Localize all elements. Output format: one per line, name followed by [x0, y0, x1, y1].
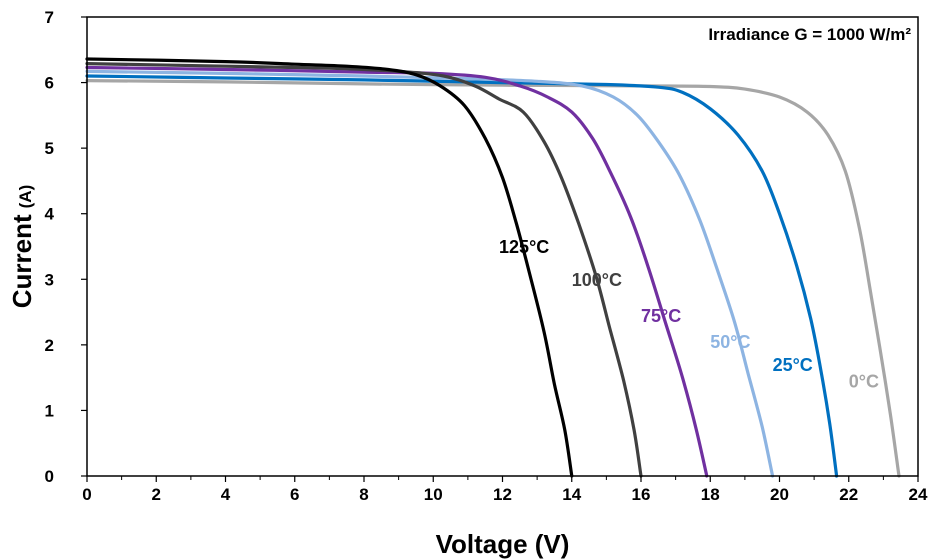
x-tick-label: 14 — [562, 485, 581, 504]
series-line-25c — [85, 74, 839, 478]
series-line-100c — [85, 62, 643, 478]
series-label-100c: 100°C — [572, 270, 622, 290]
series-lines — [85, 57, 901, 478]
x-tick-label: 20 — [770, 485, 789, 504]
x-tick-label: 10 — [424, 485, 443, 504]
y-axis-title: Current (A) — [7, 185, 37, 309]
series-label-25c: 25°C — [773, 355, 813, 375]
series-line-0c — [85, 79, 901, 478]
irradiance-annotation: Irradiance G = 1000 W/m² — [708, 25, 911, 44]
series-label-0c: 0°C — [849, 371, 879, 391]
series-line-125c — [85, 57, 574, 478]
y-axis-title-main: Current — [7, 214, 37, 308]
y-tick-label: 6 — [45, 74, 54, 93]
y-tick-label: 1 — [45, 401, 54, 420]
y-tick-label: 2 — [45, 336, 54, 355]
x-tick-label: 16 — [632, 485, 651, 504]
tick-marks — [81, 16, 919, 482]
x-tick-label: 0 — [82, 485, 91, 504]
x-tick-label: 8 — [359, 485, 368, 504]
x-axis-title: Voltage (V) — [436, 529, 570, 559]
series-labels: 125°C 100°C 75°C 50°C 25°C 0°C — [499, 237, 879, 391]
y-tick-label: 4 — [45, 205, 55, 224]
series-label-50c: 50°C — [710, 332, 750, 352]
series-line-75c — [85, 65, 709, 478]
y-tick-label: 7 — [45, 8, 54, 27]
series-line-50c — [85, 69, 775, 478]
y-axis-title-unit: (A) — [16, 185, 35, 209]
series-label-75c: 75°C — [641, 306, 681, 326]
x-tick-label: 22 — [839, 485, 858, 504]
y-tick-label: 5 — [45, 139, 54, 158]
x-tick-label: 18 — [701, 485, 720, 504]
y-tick-label: 3 — [45, 270, 54, 289]
x-tick-label: 2 — [152, 485, 161, 504]
x-tick-label: 24 — [909, 485, 928, 504]
series-label-125c: 125°C — [499, 237, 549, 257]
y-tick-labels: 0 1 2 3 4 5 6 7 — [45, 8, 55, 486]
x-tick-labels: 0 2 4 6 8 10 12 14 16 18 20 22 24 — [82, 485, 928, 504]
x-tick-label: 6 — [290, 485, 299, 504]
y-tick-label: 0 — [45, 467, 54, 486]
x-tick-label: 4 — [221, 485, 231, 504]
x-tick-label: 12 — [493, 485, 512, 504]
